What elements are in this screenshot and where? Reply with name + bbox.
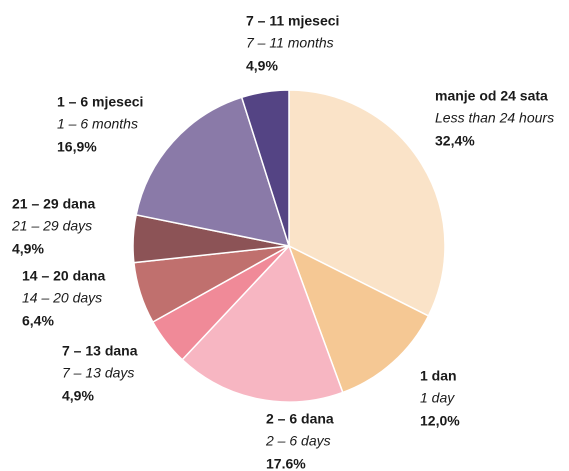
slice-label: 1 – 6 mjeseci: [57, 94, 143, 110]
slice-value-label: 6,4%: [22, 313, 54, 329]
slice-label: manje od 24 sata: [435, 88, 548, 104]
slice-label: 1 dan: [420, 368, 457, 384]
pie-slice: [287, 244, 430, 394]
slice-sublabel: Less than 24 hours: [435, 110, 554, 126]
pie-slice: [135, 96, 291, 247]
slice-sublabel: 1 – 6 months: [57, 116, 138, 132]
slice-value-label: 16,9%: [57, 139, 97, 155]
slice-label: 21 – 29 dana: [12, 196, 95, 212]
slice-sublabel: 7 – 11 months: [246, 35, 334, 51]
slice-sublabel: 21 – 29 days: [11, 218, 92, 234]
slice-value-label: 32,4%: [435, 133, 475, 149]
slice-sublabel: 14 – 20 days: [22, 290, 102, 306]
slice-value-label: 4,9%: [62, 388, 94, 404]
slice-label: 14 – 20 dana: [22, 268, 105, 284]
pie-slice: [181, 244, 344, 403]
slice-value-label: 4,9%: [246, 58, 278, 74]
pie-slice: [288, 89, 446, 317]
slice-value-label: 4,9%: [12, 241, 44, 257]
slice-sublabel: 2 – 6 days: [265, 433, 331, 449]
slice-label: 7 – 13 dana: [62, 343, 138, 359]
slice-sublabel: 1 day: [420, 390, 455, 406]
pie-slice: [240, 89, 290, 247]
slice-value-label: 17.6%: [266, 456, 306, 471]
slice-sublabel: 7 – 13 days: [62, 365, 134, 381]
slice-label: 7 – 11 mjeseci: [246, 13, 339, 29]
slice-label: 2 – 6 dana: [266, 411, 334, 427]
slice-value-label: 12,0%: [420, 413, 460, 429]
